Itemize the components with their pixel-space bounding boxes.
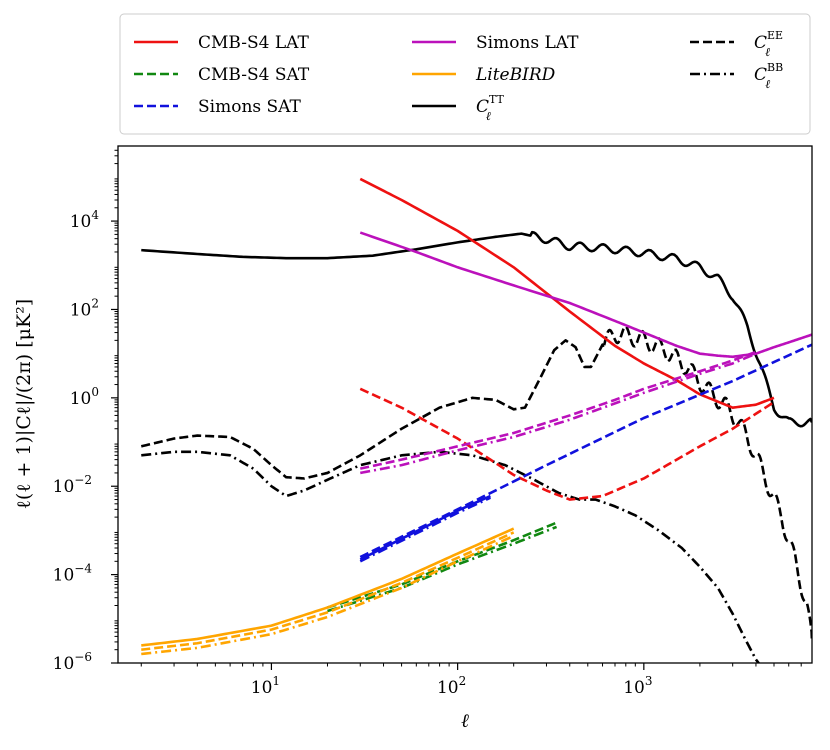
series-line-litebird-2 (141, 531, 515, 651)
y-tick-label: 10−2 (53, 473, 92, 497)
legend-label: Simons LAT (476, 33, 579, 53)
series-line-cbb (141, 450, 761, 663)
series-line-cee (140, 325, 812, 642)
series-line-simons-lat-pol (359, 350, 757, 470)
legend-label: CMB-S4 SAT (198, 65, 310, 85)
series-line-simons-lat-pol-2 (360, 352, 757, 475)
plot-frame (117, 145, 813, 664)
y-tick-label: 10−6 (53, 650, 92, 674)
series-line-cmb-s4-lat-pol (359, 387, 775, 501)
legend-label: CEE ℓ (754, 29, 783, 59)
legend: CMB-S4 LAT CMB-S4 SAT Simons SAT Simons LAT… (119, 13, 811, 135)
x-tick-label: 102 (437, 674, 466, 698)
series-line-simons-sat (359, 343, 812, 559)
legend-label: CTT ℓ (476, 93, 505, 123)
legend-label: LiteBIRD (475, 65, 556, 85)
x-axis: 101 102 103 (140, 663, 802, 698)
legend-label: Simons SAT (198, 97, 302, 117)
series-line-cmb-s4-sat (327, 521, 558, 609)
series-line-ctt (141, 230, 812, 428)
y-tick-label: 104 (70, 208, 100, 232)
y-axis-label: ℓ(ℓ + 1)|Cℓ|/(2π) [μK²] (13, 299, 35, 509)
series-line-simons-lat (359, 231, 812, 359)
series-line-simons-sat-2 (359, 496, 491, 563)
y-tick-label: 100 (70, 385, 99, 409)
x-tick-label: 103 (623, 674, 652, 698)
x-tick-label: 101 (251, 674, 280, 698)
legend-box (119, 13, 811, 135)
y-tick-label: 10−4 (53, 562, 93, 586)
x-axis-label: ℓ (461, 710, 469, 732)
series-line-simons-sat-3 (359, 494, 491, 561)
series-layer (140, 177, 812, 663)
y-tick-label: 102 (70, 296, 99, 320)
legend-label: CMB-S4 LAT (198, 33, 309, 53)
series-line-cmb-s4-lat (359, 177, 775, 409)
y-axis: 10−6 10−4 10−2 100 102 104 (53, 149, 118, 674)
series-line-litebird (141, 527, 515, 647)
legend-label: CBB ℓ (754, 61, 783, 91)
